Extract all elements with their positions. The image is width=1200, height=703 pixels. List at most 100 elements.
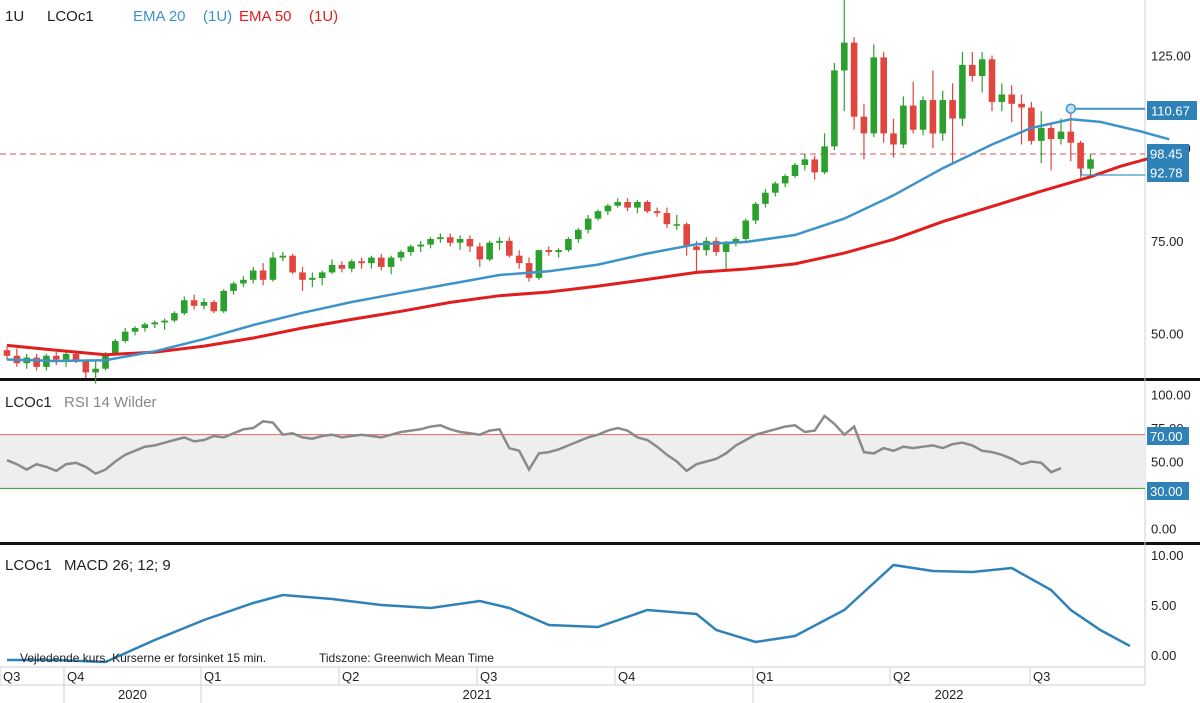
- candle: [555, 248, 562, 258]
- candle: [318, 270, 326, 286]
- candle: [309, 272, 316, 288]
- candle-body-down: [624, 202, 631, 208]
- candle-body-up: [781, 176, 789, 184]
- candle: [200, 298, 208, 310]
- candle: [841, 0, 848, 112]
- candle: [378, 253, 385, 271]
- candle-body-up: [791, 164, 799, 176]
- candle: [121, 327, 129, 343]
- candle-body-up: [535, 250, 543, 278]
- candle: [446, 233, 454, 247]
- candle-body-down: [929, 100, 937, 134]
- candle-body-up: [900, 105, 907, 145]
- candle: [220, 289, 227, 314]
- candle: [870, 44, 878, 138]
- candle-body-up: [1038, 127, 1045, 141]
- candle-body-down: [1067, 131, 1075, 143]
- candle-body-up: [220, 290, 227, 312]
- range-marker[interactable]: [1065, 103, 1145, 176]
- candle: [279, 252, 287, 262]
- candle-body-up: [269, 257, 277, 280]
- rsi-lower-badge-text: 30.00: [1150, 484, 1183, 499]
- price-tick-label: 125.00: [1151, 49, 1191, 64]
- candle: [811, 155, 818, 180]
- candle: [348, 259, 355, 273]
- candle: [929, 70, 937, 149]
- candle: [860, 103, 868, 160]
- candle: [584, 214, 592, 234]
- rsi-lower-badge: 30.00: [1147, 482, 1189, 500]
- candle-body-up: [348, 261, 355, 269]
- macd-panel[interactable]: 0.00 5.00 10.00 LCOc1 MACD 26; 12; 9 Vejle…: [5, 548, 1184, 665]
- candle-body-down: [850, 42, 858, 117]
- candle-body-down: [653, 211, 661, 214]
- panel-divider[interactable]: [0, 378, 1200, 381]
- time-axis[interactable]: Q3 Q4 Q1 Q2 Q3 Q4 Q1 Q2 Q3 2020 2021 2022: [0, 666, 1145, 703]
- candle-body-down: [890, 133, 897, 145]
- candle-body-down: [72, 353, 80, 362]
- rsi-line: [6, 414, 1062, 476]
- range-low-marker: [1080, 168, 1095, 176]
- candle-body-down: [299, 272, 306, 280]
- candle: [181, 296, 188, 315]
- candle-body-up: [742, 220, 750, 239]
- candle: [703, 237, 710, 256]
- candle-body-up: [309, 277, 316, 280]
- candle-body-down: [466, 239, 474, 247]
- candle: [1077, 140, 1084, 178]
- candle-body-up: [978, 59, 986, 76]
- candle-body-down: [880, 57, 887, 134]
- candle-body-down: [190, 300, 198, 306]
- ema-20-interval: (1U): [203, 8, 232, 25]
- candle-body-up: [565, 239, 572, 251]
- candle: [417, 240, 424, 252]
- candle: [437, 233, 444, 243]
- candle-body-up: [1087, 159, 1094, 169]
- candle-body-down: [969, 64, 976, 76]
- candle-body-up: [131, 328, 139, 332]
- panel-divider[interactable]: [0, 542, 1200, 545]
- candle: [131, 326, 139, 336]
- candle-body-down: [338, 265, 346, 269]
- rsi-upper-badge-text: 70.00: [1150, 429, 1183, 444]
- candle-body-up: [200, 302, 208, 306]
- quarter-label: Q3: [3, 669, 20, 684]
- candle-body-up: [998, 94, 1006, 102]
- candle: [407, 244, 415, 256]
- candle: [1018, 94, 1025, 145]
- candle-body-up: [171, 313, 178, 321]
- candle: [604, 203, 612, 215]
- candle-body-up: [112, 340, 119, 354]
- candle-body-up: [575, 229, 582, 240]
- candle-body-up: [427, 239, 434, 245]
- candle-body-down: [446, 237, 454, 243]
- candle-body-down: [259, 270, 267, 280]
- candle: [909, 81, 917, 134]
- candle: [712, 237, 720, 256]
- interval-label: 1U: [5, 8, 24, 25]
- candle: [476, 242, 484, 267]
- candle: [673, 214, 681, 230]
- quarter-label: Q2: [342, 669, 359, 684]
- candle-body-down: [988, 59, 996, 102]
- candle-body-up: [732, 239, 740, 243]
- candle-body-up: [673, 224, 681, 226]
- candle-body-down: [663, 213, 671, 225]
- range-handle[interactable]: [1065, 103, 1077, 114]
- candle-body-up: [841, 42, 848, 71]
- candle-body-up: [1057, 131, 1065, 139]
- candle-body-up: [821, 146, 828, 173]
- candle-body-down: [476, 246, 484, 260]
- candle: [545, 246, 553, 256]
- candle: [644, 200, 651, 214]
- candle: [1087, 153, 1094, 175]
- quarter-label: Q2: [893, 669, 910, 684]
- candle-body-up: [121, 331, 129, 341]
- candle-body-down: [1018, 103, 1025, 108]
- macd-symbol-label: LCOc1: [5, 557, 52, 574]
- candle-body-up: [604, 205, 612, 212]
- candle: [575, 227, 582, 243]
